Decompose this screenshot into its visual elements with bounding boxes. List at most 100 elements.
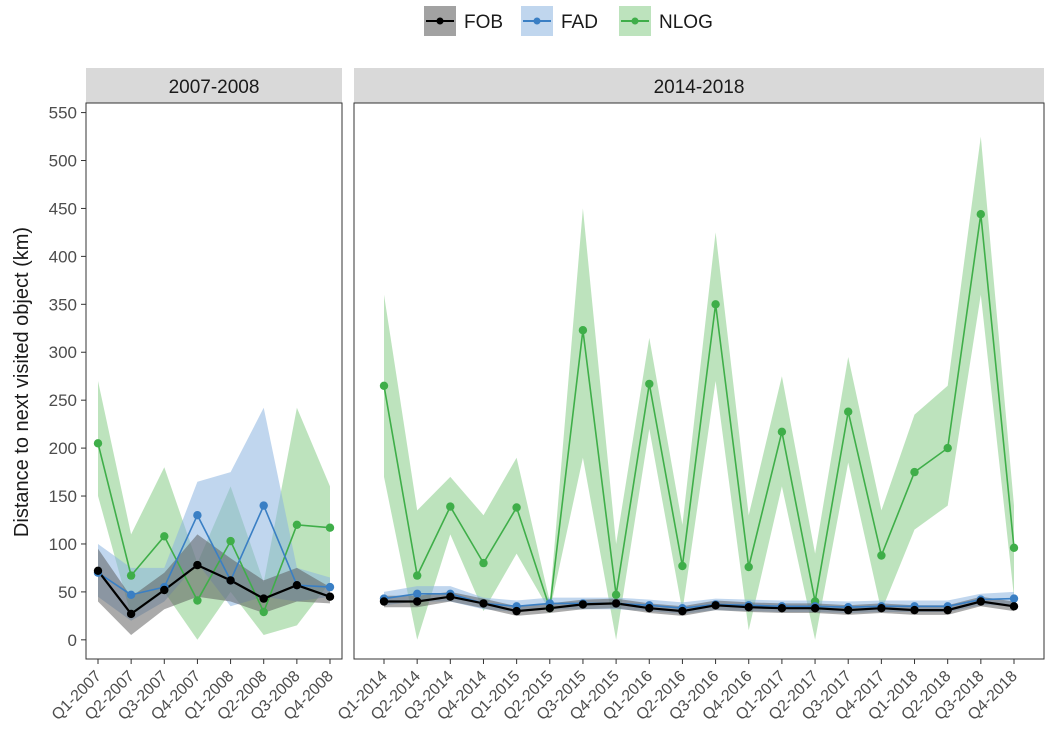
fob-line xyxy=(97,563,331,616)
ci-bands xyxy=(98,381,330,640)
legend-item-fad: FAD xyxy=(521,6,598,36)
nlog-point xyxy=(943,443,952,453)
fob-point xyxy=(226,576,235,585)
series-lines xyxy=(97,443,331,616)
fob-point xyxy=(1009,602,1019,611)
series-lines xyxy=(383,214,1015,613)
nlog-point xyxy=(976,210,985,219)
legend-item-fob: FOB xyxy=(424,6,503,36)
fad-ci-band xyxy=(98,407,330,621)
nlog-point xyxy=(711,300,720,309)
y-tick-label: 200 xyxy=(49,439,77,458)
y-tick-label: 50 xyxy=(58,583,77,602)
legend-nlog-point xyxy=(631,17,639,25)
nlog-point xyxy=(193,596,202,605)
y-tick-label: 400 xyxy=(49,247,77,266)
y-tick-label: 450 xyxy=(49,199,77,218)
fob-point xyxy=(325,592,335,601)
nlog-line xyxy=(383,214,1015,609)
nlog-point xyxy=(292,520,302,529)
y-axis-title: Distance to next visited object (km) xyxy=(11,227,33,537)
x-axis: Q1-2007Q2-2007Q3-2007Q4-2007Q1-2008Q2-20… xyxy=(49,659,337,724)
legend-fob-label: FOB xyxy=(464,12,503,33)
nlog-point xyxy=(678,561,687,571)
y-tick-label: 550 xyxy=(49,104,77,123)
fob-ci-band xyxy=(98,534,330,635)
fob-point xyxy=(645,604,654,613)
nlog-point xyxy=(126,571,136,580)
y-tick-label: 350 xyxy=(49,295,77,314)
nlog-point xyxy=(259,607,268,617)
fad-point xyxy=(325,582,335,592)
nlog-point xyxy=(325,523,335,532)
panel-title: 2014-2018 xyxy=(654,77,745,98)
x-axis: Q1-2014Q2-2014Q3-2014Q4-2014Q1-2015Q2-20… xyxy=(335,659,1021,724)
nlog-point xyxy=(611,590,621,599)
fob-point xyxy=(943,605,952,615)
panel-2014-2018: 2014-2018 Q1-2014Q2-2014Q3-2014Q4-2014Q1… xyxy=(335,68,1045,724)
fob-point xyxy=(744,603,753,612)
nlog-point xyxy=(1009,543,1019,552)
fob-point xyxy=(512,606,521,616)
fob-point xyxy=(379,597,389,606)
fob-point xyxy=(292,581,302,590)
fad-point xyxy=(1009,594,1019,603)
legend-fad-label: FAD xyxy=(561,12,598,33)
fob-point xyxy=(877,604,886,613)
fad-point xyxy=(126,590,136,599)
nlog-point xyxy=(93,439,103,448)
y-tick-label: 150 xyxy=(49,487,77,506)
nlog-point xyxy=(226,536,235,546)
nlog-point xyxy=(379,381,389,390)
fob-point xyxy=(976,597,985,606)
panel-strip xyxy=(354,68,1044,103)
nlog-point xyxy=(160,532,169,541)
series-points xyxy=(93,439,335,619)
fob-point xyxy=(678,606,687,616)
nlog-point xyxy=(777,427,787,436)
y-tick-label: 100 xyxy=(49,535,77,554)
fob-point xyxy=(578,600,588,609)
fob-point xyxy=(93,566,103,575)
y-tick-label: 300 xyxy=(49,343,77,362)
fob-point xyxy=(446,592,455,601)
legend: FOB FAD NLOG xyxy=(424,6,713,36)
nlog-point xyxy=(578,326,588,335)
nlog-point xyxy=(910,467,919,477)
fob-point xyxy=(160,585,169,595)
nlog-point xyxy=(844,407,853,416)
y-tick-label: 500 xyxy=(49,152,77,171)
fob-line xyxy=(384,595,1015,613)
nlog-point xyxy=(645,379,654,389)
fob-point xyxy=(810,604,820,613)
nlog-point xyxy=(479,558,488,568)
fad-point xyxy=(193,511,202,520)
panel-title: 2007-2008 xyxy=(169,77,260,98)
y-tick-label: 250 xyxy=(49,391,77,410)
legend-item-nlog: NLOG xyxy=(619,6,713,36)
panel-2007-2008: 2007-2008 Q1-2007Q2-2007Q3-2007Q4-2007Q1… xyxy=(49,68,343,724)
fob-point xyxy=(777,604,787,613)
series-points xyxy=(379,210,1019,616)
fob-point xyxy=(479,599,488,608)
nlog-point xyxy=(877,551,886,560)
fob-point xyxy=(259,594,268,603)
legend-fob-point xyxy=(436,17,444,25)
nlog-point xyxy=(744,562,753,572)
fob-point xyxy=(611,599,621,608)
y-axis: 0 50 100 150 200 250 300 350 400 450 500 550 xyxy=(49,104,86,650)
fob-point xyxy=(193,560,202,570)
nlog-point xyxy=(446,502,455,511)
fad-line xyxy=(97,503,331,596)
fob-point xyxy=(711,601,720,610)
y-tick-label: 0 xyxy=(68,631,77,650)
nlog-line xyxy=(97,443,331,615)
fob-point xyxy=(413,597,422,606)
fob-point xyxy=(126,609,136,619)
nlog-point xyxy=(413,571,422,580)
fob-point xyxy=(910,605,919,615)
nlog-point xyxy=(512,503,521,512)
legend-fad-point xyxy=(533,17,541,25)
nlog-ci-band xyxy=(384,136,1014,640)
